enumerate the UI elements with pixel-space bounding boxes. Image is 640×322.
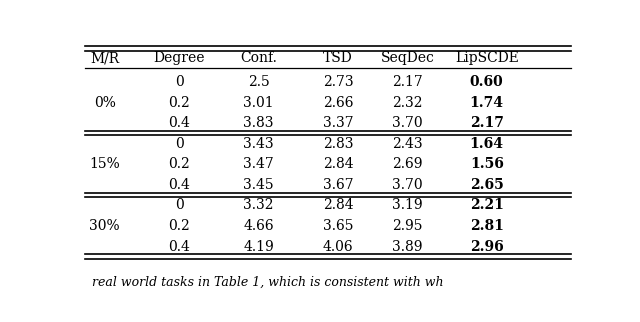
Text: 0.4: 0.4 xyxy=(168,116,190,130)
Text: 3.70: 3.70 xyxy=(392,178,422,192)
Text: 0: 0 xyxy=(175,198,184,213)
Text: 3.83: 3.83 xyxy=(243,116,274,130)
Text: SeqDec: SeqDec xyxy=(380,51,435,65)
Text: 2.43: 2.43 xyxy=(392,137,422,151)
Text: 0: 0 xyxy=(175,75,184,89)
Text: 2.96: 2.96 xyxy=(470,240,504,254)
Text: 2.84: 2.84 xyxy=(323,198,353,213)
Text: 1.64: 1.64 xyxy=(470,137,504,151)
Text: 3.45: 3.45 xyxy=(243,178,274,192)
Text: 2.84: 2.84 xyxy=(323,157,353,171)
Text: real world tasks in Table 1, which is consistent with wh: real world tasks in Table 1, which is co… xyxy=(80,276,444,289)
Text: 3.43: 3.43 xyxy=(243,137,274,151)
Text: 0%: 0% xyxy=(94,96,116,109)
Text: 2.65: 2.65 xyxy=(470,178,504,192)
Text: 0.2: 0.2 xyxy=(168,157,190,171)
Text: 3.19: 3.19 xyxy=(392,198,422,213)
Text: 2.66: 2.66 xyxy=(323,96,353,109)
Text: 3.67: 3.67 xyxy=(323,178,353,192)
Text: 3.01: 3.01 xyxy=(243,96,274,109)
Text: 0.4: 0.4 xyxy=(168,178,190,192)
Text: 0.4: 0.4 xyxy=(168,240,190,254)
Text: LipSCDE: LipSCDE xyxy=(455,51,518,65)
Text: 0.2: 0.2 xyxy=(168,96,190,109)
Text: 3.70: 3.70 xyxy=(392,116,422,130)
Text: 2.17: 2.17 xyxy=(470,116,504,130)
Text: 1.74: 1.74 xyxy=(470,96,504,109)
Text: 2.17: 2.17 xyxy=(392,75,423,89)
Text: 3.47: 3.47 xyxy=(243,157,274,171)
Text: 3.37: 3.37 xyxy=(323,116,353,130)
Text: 2.83: 2.83 xyxy=(323,137,353,151)
Text: 15%: 15% xyxy=(90,157,120,171)
Text: Conf.: Conf. xyxy=(240,51,277,65)
Text: 3.32: 3.32 xyxy=(243,198,274,213)
Text: 2.73: 2.73 xyxy=(323,75,353,89)
Text: 3.65: 3.65 xyxy=(323,219,353,233)
Text: 2.32: 2.32 xyxy=(392,96,422,109)
Text: 2.95: 2.95 xyxy=(392,219,422,233)
Text: 0: 0 xyxy=(175,137,184,151)
Text: Degree: Degree xyxy=(154,51,205,65)
Text: 1.56: 1.56 xyxy=(470,157,504,171)
Text: 4.66: 4.66 xyxy=(243,219,274,233)
Text: 30%: 30% xyxy=(90,219,120,233)
Text: M/R: M/R xyxy=(90,51,120,65)
Text: TSD: TSD xyxy=(323,51,353,65)
Text: 2.5: 2.5 xyxy=(248,75,269,89)
Text: 4.06: 4.06 xyxy=(323,240,353,254)
Text: 3.89: 3.89 xyxy=(392,240,422,254)
Text: 2.21: 2.21 xyxy=(470,198,504,213)
Text: 4.19: 4.19 xyxy=(243,240,274,254)
Text: 0.60: 0.60 xyxy=(470,75,504,89)
Text: 2.81: 2.81 xyxy=(470,219,504,233)
Text: 0.2: 0.2 xyxy=(168,219,190,233)
Text: 2.69: 2.69 xyxy=(392,157,422,171)
